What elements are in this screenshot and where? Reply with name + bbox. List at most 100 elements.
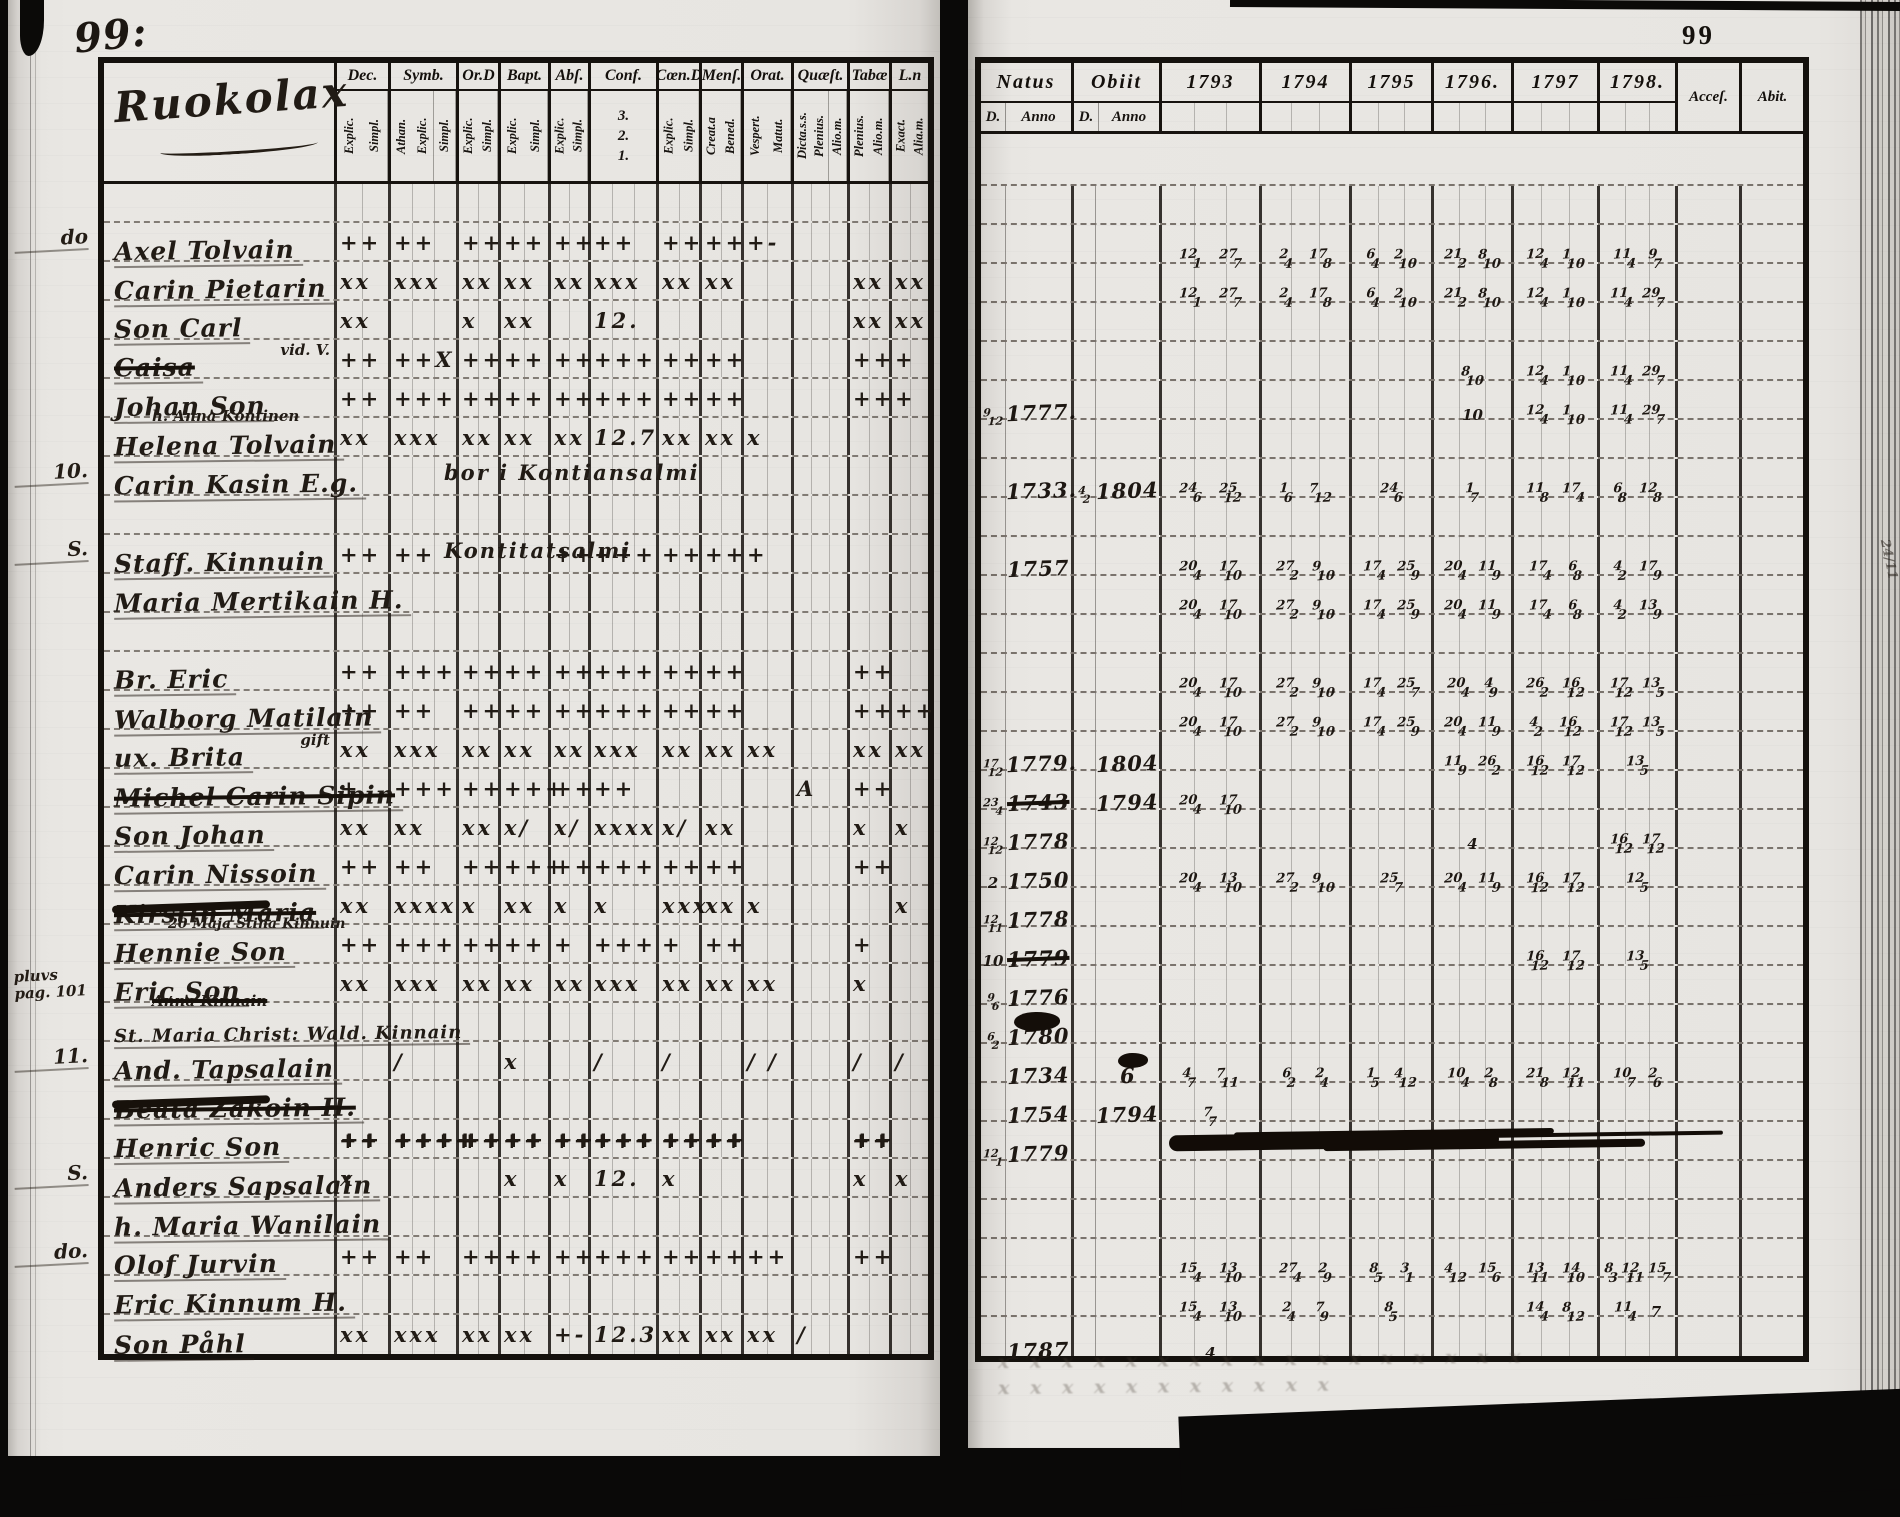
mark-cell-tab [847,535,889,572]
attendance-marks: ++ [340,932,382,957]
mark-cell-ab [548,457,588,494]
communion-date-cell-1798 [1597,888,1675,925]
year-tick-marks [1600,103,1675,131]
mark-cell-or-d [456,1081,498,1118]
communion-date-cell-1798 [1597,966,1675,1003]
communion-date-cell-1794 [1259,732,1349,769]
communion-date-cell-1795 [1349,810,1431,847]
mark-cell-bapt: xx [498,301,548,338]
attendance-marks: xx [853,308,885,333]
communion-date-cell-1793 [1159,810,1259,847]
attendance-marks: xx [340,1322,372,1347]
mark-cell-orat [741,1120,791,1157]
attendance-marks: xx [662,425,694,450]
communion-date-cell-1798 [1597,1083,1675,1120]
mark-cell-tab: ++ [847,769,891,806]
attendance-marks: ++ [554,659,596,684]
mark-cell-symb: +++ [388,925,456,962]
attendance-marks: xx [895,308,927,333]
mark-cell-tab: ++ [847,379,891,416]
communion-date-cell-1797 [1511,1005,1597,1042]
attendance-marks: ++ [462,854,504,879]
communion-date-cell-1797 [1511,810,1597,847]
row-note: bor i Kontiansalmi [444,460,700,485]
attendance-marks: x [853,971,869,996]
mark-cell-dec: xx [334,886,388,923]
table-row: 1757 20417102729101742592041191746842179 [981,537,1803,584]
mark-cell-bapt: +++ [498,847,563,884]
attendance-marks: xx [895,737,927,762]
communion-date-cell-1797: 124110 [1511,264,1597,311]
mark-cell-tab [847,184,889,221]
obiit-year-cell [1095,1278,1159,1315]
mark-cell-qu-t [791,730,847,767]
mark-cell-or-d: xx [456,418,498,455]
attendance-marks: ++ [504,659,546,684]
acces-cell [1675,498,1739,535]
column-sublabel: D. [985,108,1001,125]
attendance-marks: ++ [340,854,382,879]
mark-cell-or-d [456,535,498,572]
attendance-marks: ++ [662,1244,704,1269]
communion-date-cell-1793: 4 [1159,1317,1259,1362]
abit-cell [1739,1122,1803,1159]
communion-date-cell-1795: 85 [1349,1278,1431,1325]
year-label: 1793 [1162,63,1259,103]
table-row: Carin Pietarin xx xxx xx xx xx xxx xx xx xx xx [104,262,928,308]
mark-cell-men [699,769,741,806]
attendance-marks: xx [504,308,536,333]
column-sublabel: Anno [1098,103,1159,131]
attendance-marks: +++ [594,659,656,684]
attendance-marks: ++ [340,698,382,723]
column-sublabel: Creat.a [704,117,718,155]
table-row: 12 1 1779 [981,1122,1803,1168]
ink-blot [1014,1012,1060,1031]
obiit-day-cell [1071,1122,1095,1159]
natus-year-cell [1005,654,1071,691]
attendance-marks: xx [340,308,372,333]
mark-cell-dec: xx [334,418,388,455]
mark-cell-men [699,613,741,650]
mark-cell-qu-t [791,496,847,533]
bleed-through-ghost-writing: x x x x x x x x x x x x x x x x x x x x … [998,1343,1599,1401]
communion-date-cell-1798: 11497 [1597,225,1675,272]
natus-day-cell: 12 11 [981,888,1005,935]
obiit-year-cell [1095,615,1159,652]
natus-year-cell: 1734 [1005,1044,1071,1089]
acces-cell [1675,1005,1739,1042]
person-name: Hennie Son [113,936,296,971]
communion-date-cell-1794: 272910 [1259,849,1349,896]
communion-date-cell-1794 [1259,771,1349,808]
mark-cell-c-n-d: ++ [656,223,700,260]
abit-cell [1739,537,1803,574]
mark-cell-l-n [889,1120,928,1157]
obiit-year-cell [1095,186,1159,223]
mark-cell-dec [334,1003,388,1040]
attendance-marks: + [895,347,916,372]
mark-cell-men: xx [699,262,741,299]
mark-cell-bapt [498,184,548,221]
attendance-marks: ++ [662,698,704,723]
person-name: ux. Brita [113,742,254,775]
attendance-marks: +++ [594,932,656,957]
mark-cell-tab: x [847,1159,889,1196]
date-number: 4 [1205,1344,1216,1362]
mark-cell-or-d: ++ [456,652,500,689]
column-label: Orat. [744,63,791,91]
attendance-marks: ++ [554,542,596,567]
mark-cell-bapt: ++ [498,379,548,416]
obiit-year-cell [1095,303,1159,340]
communion-date-cell-1796 [1431,420,1511,457]
attendance-marks: / [797,1322,808,1347]
table-row: 1541310247985 1448121147 [981,1278,1803,1325]
mark-cell-ab: ++ [548,223,592,260]
mark-cell-or-d: ++ [456,847,500,884]
acces-cell [1675,459,1739,496]
mark-cell-qu-t [791,691,847,728]
communion-date-cell-1797 [1511,303,1597,340]
natus-day-cell [981,615,1005,652]
communion-date-cell-1797: 124110 [1511,381,1597,428]
mark-cell-conf: 12.3 [588,1315,656,1354]
abit-cell [1739,1044,1803,1081]
